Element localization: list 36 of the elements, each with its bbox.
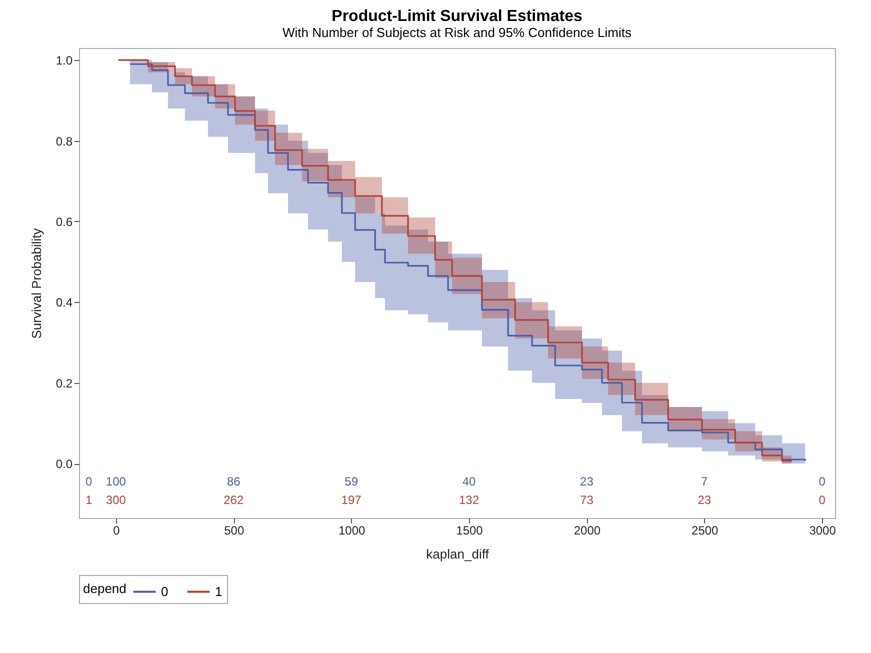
annotation: 197	[341, 492, 362, 507]
y-tick-label: 0.2	[56, 376, 73, 390]
legend-label: 0	[161, 584, 168, 599]
annotation: 0	[818, 492, 826, 507]
annotation: 100	[106, 474, 126, 489]
x-tick-label: 3000	[809, 524, 836, 538]
legend-label: 1	[215, 584, 222, 599]
annotation: 40	[462, 474, 476, 489]
annotation: 59	[344, 474, 358, 489]
x-tick-label: 500	[224, 524, 244, 538]
legend-title: depend	[83, 581, 126, 596]
annotation: 0	[85, 474, 92, 489]
x-axis-title: kaplan_diff	[426, 546, 490, 562]
annotation: 86	[226, 474, 241, 489]
annotation: 1	[85, 492, 92, 507]
annotation: 73	[580, 492, 594, 507]
y-tick-label: 0.0	[56, 457, 73, 472]
annotation: 7	[701, 474, 708, 489]
chart-subtitle: With Number of Subjects at Risk and 95% Confidence Limits	[282, 25, 632, 40]
annotation: 23	[580, 474, 594, 489]
y-tick-label: 0.6	[56, 214, 73, 229]
annotation: 0	[818, 474, 826, 489]
y-axis-title: Survival Probability	[28, 228, 44, 339]
x-tick-label: 1000	[338, 524, 366, 538]
x-tick-label: 0	[113, 524, 120, 538]
annotation: 23	[698, 492, 712, 507]
x-tick-label: 2000	[574, 524, 601, 538]
y-tick-label: 0.4	[56, 296, 73, 310]
x-tick-label: 2500	[692, 524, 719, 538]
annotation: 300	[106, 492, 126, 507]
y-tick-label: 0.8	[56, 134, 73, 148]
annotation: 262	[224, 492, 244, 507]
y-tick-label: 1.0	[56, 54, 73, 68]
chart-title: Product-Limit Survival Estimates	[332, 8, 582, 25]
annotation: 132	[458, 492, 480, 507]
x-tick-label: 1500	[456, 524, 484, 538]
